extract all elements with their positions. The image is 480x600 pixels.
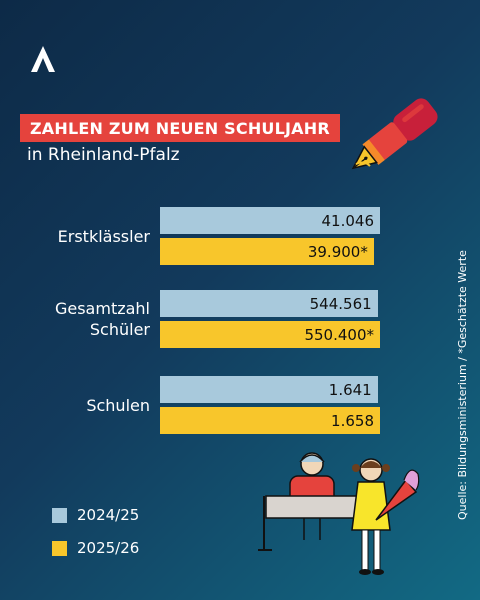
bar-erstklässler-2024-25: 41.046 — [160, 207, 380, 234]
category-label-erstklässler: Erstklässler — [58, 226, 150, 247]
bar-value-label: 550.400* — [304, 325, 374, 344]
category-label-line: Erstklässler — [57, 226, 150, 246]
category-label-line: Schüler — [89, 320, 150, 339]
chart-subtitle: in Rheinland-Pfalz — [27, 145, 180, 165]
legend-swatch-2025-26 — [52, 540, 67, 556]
bar-schulen-2024-25: 1.641 — [160, 376, 378, 403]
legend-item-2025-26: 2025/26 — [52, 539, 139, 557]
ard-arrow-logo-icon — [31, 46, 55, 72]
bar-value-label: 1.641 — [328, 380, 372, 399]
category-label-line: Gesamtzahl — [54, 299, 150, 318]
category-label-schulen: Schulen — [86, 395, 150, 416]
category-label-line: Schulen — [86, 395, 150, 415]
legend-label-2024-25: 2024/25 — [77, 506, 140, 524]
bar-value-label: 41.046 — [321, 211, 375, 230]
bar-value-label: 39.900* — [307, 242, 368, 261]
bar-value-label: 544.561 — [309, 294, 372, 313]
source-note: Quelle: Bildungsministerium / *Geschätzt… — [456, 250, 469, 520]
bar-gesamtzahl-schüler-2025-26: 550.400* — [160, 321, 380, 348]
fountain-pen-icon — [351, 98, 438, 170]
teacher-desk-and-pupil-with-schultuete-icon — [258, 452, 420, 575]
legend-swatch-2024-25 — [52, 507, 67, 523]
chart-title: ZAHLEN ZUM NEUEN SCHULJAHR — [30, 118, 330, 138]
bar-schulen-2025-26: 1.658 — [160, 407, 380, 434]
title-banner: ZAHLEN ZUM NEUEN SCHULJAHR — [20, 114, 340, 142]
legend-label-2025-26: 2025/26 — [77, 539, 140, 557]
category-label-gesamtzahl-schüler: Gesamtzahl Schüler — [55, 298, 150, 340]
legend-item-2024-25: 2024/25 — [52, 506, 139, 524]
bar-erstklässler-2025-26: 39.900* — [160, 238, 374, 265]
bar-gesamtzahl-schüler-2024-25: 544.561 — [160, 290, 378, 317]
bar-value-label: 1.658 — [331, 411, 374, 430]
